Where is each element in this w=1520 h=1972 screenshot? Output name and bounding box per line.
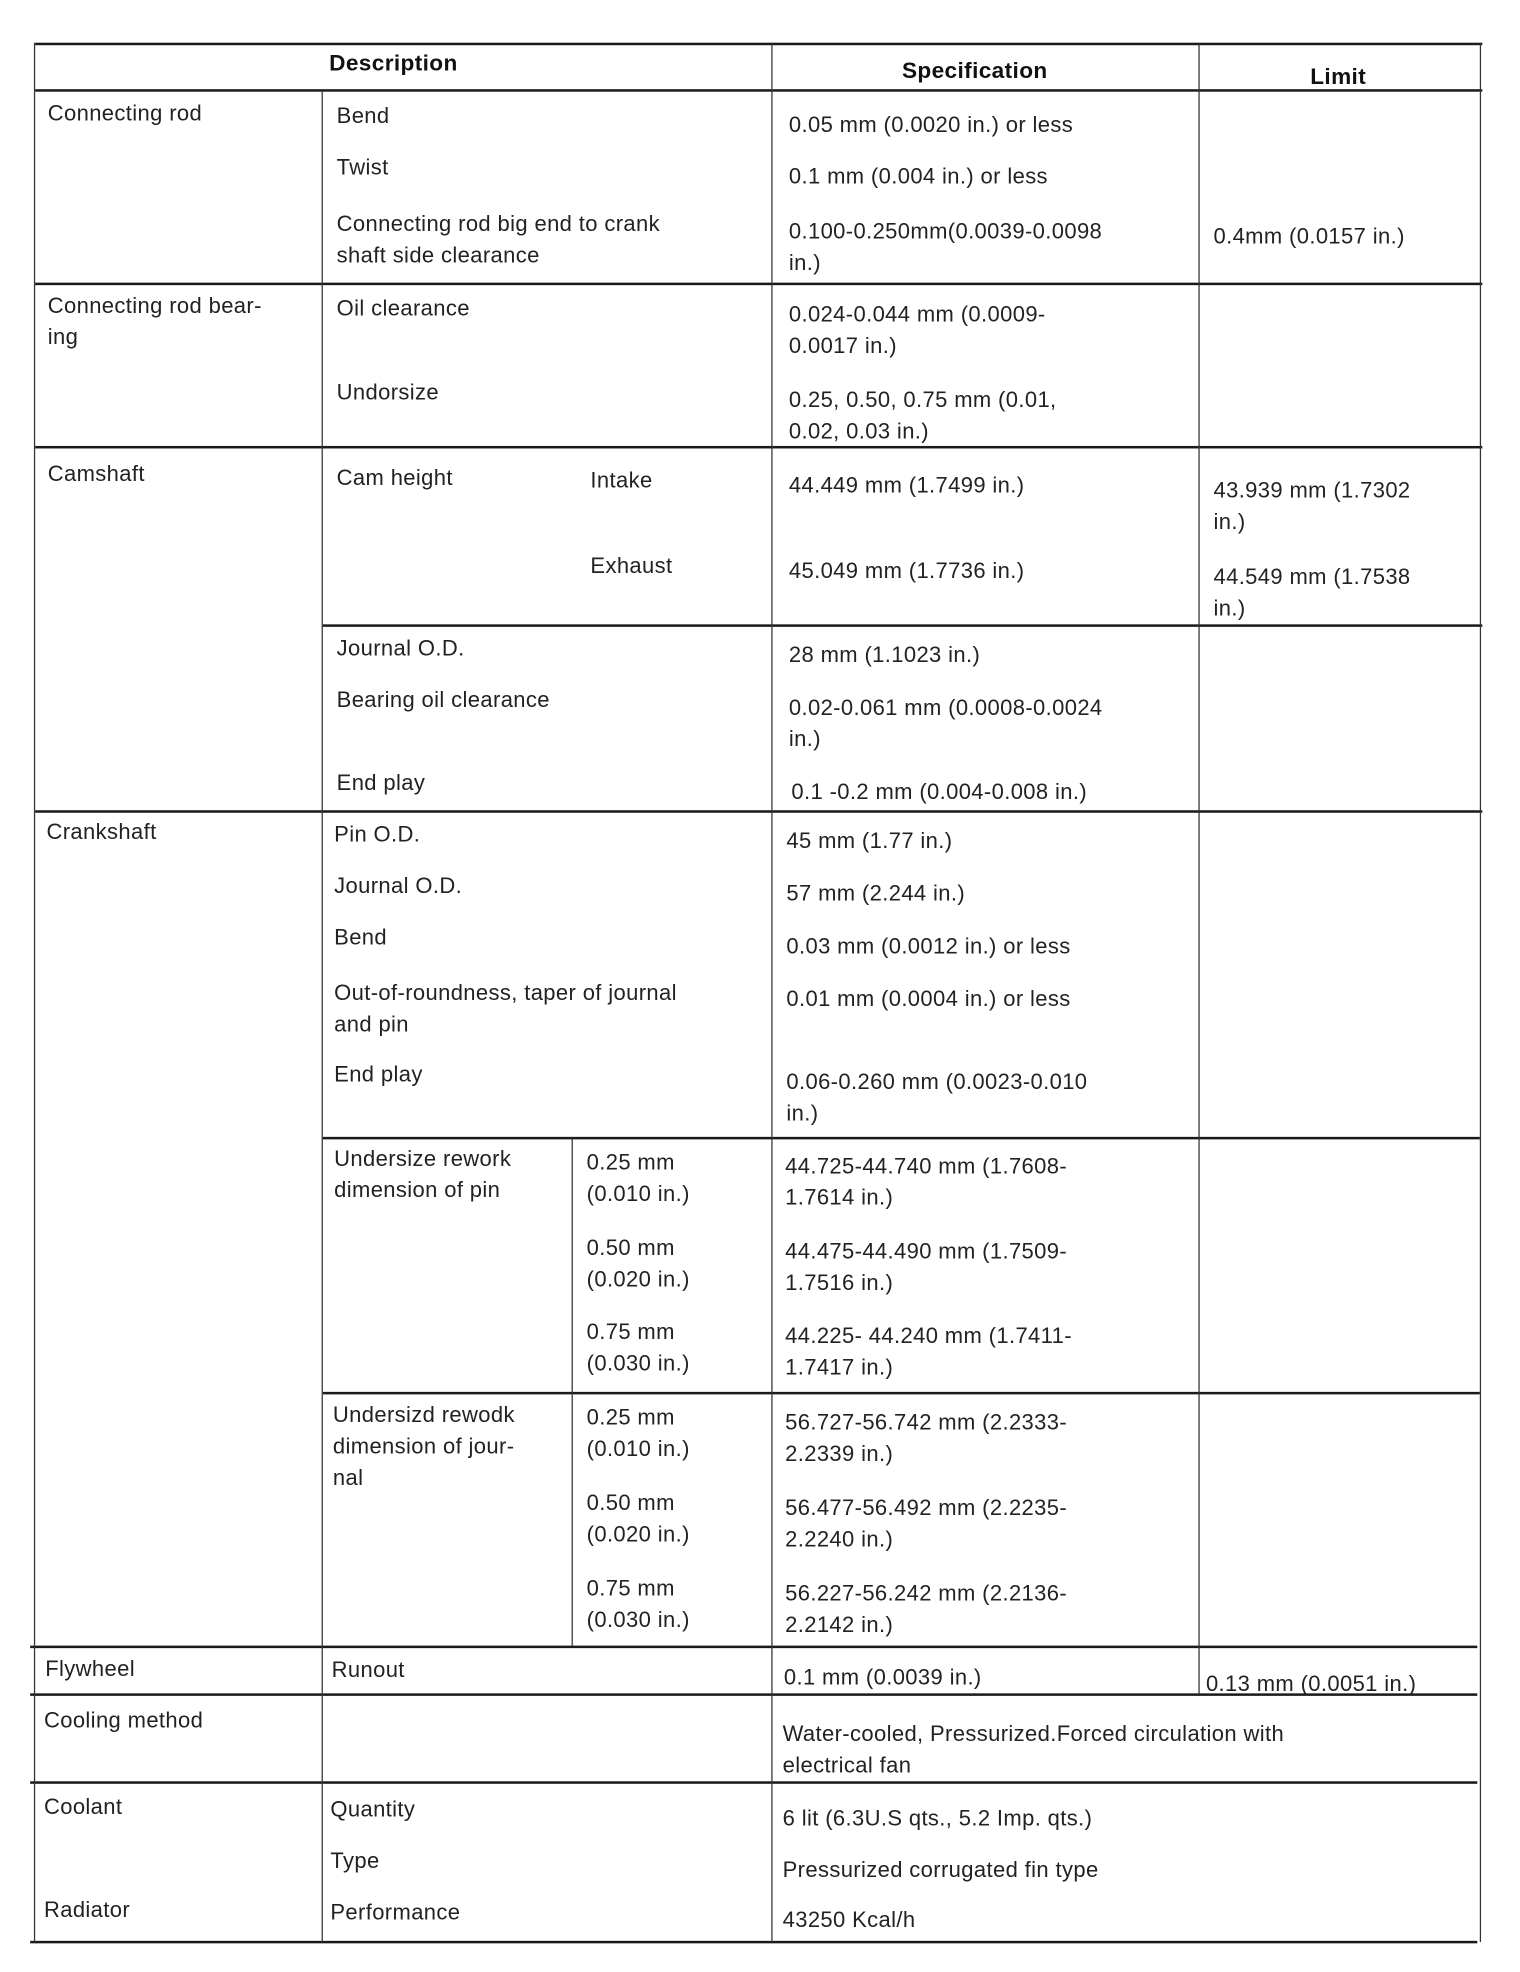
component-label: Coolant <box>43 1793 123 1819</box>
limit-value: 0.13 mm (0.0051 in.) <box>1205 1670 1417 1696</box>
sub-item-label: 0.75 mm (0.030 in.) <box>586 1575 690 1632</box>
item-label: Bend <box>336 103 390 129</box>
spec-value: 45.049 mm (1.7736 in.) <box>788 557 1025 583</box>
header-specification: Specification <box>901 57 1048 83</box>
row-divider <box>322 1391 1480 1394</box>
item-label: Connecting rod big end to crank shaft si… <box>336 211 660 268</box>
spec-value: 44.225- 44.240 mm (1.7411- 1.7417 in.) <box>785 1322 1072 1380</box>
component-label: Connecting rod bear- ing <box>47 292 262 350</box>
item-label: Journal O.D. <box>334 873 463 899</box>
item-label: Undorsize <box>336 379 440 405</box>
spec-value: 0.03 mm (0.0012 in.) or less <box>786 933 1071 959</box>
table-border-left <box>33 42 36 1943</box>
table-border-right <box>1479 42 1482 1943</box>
item-label: Type <box>330 1847 380 1873</box>
header-description: Description <box>329 50 458 76</box>
limit-value: 43.939 mm (1.7302 in.) <box>1213 477 1411 534</box>
sub-item-label: 0.75 mm (0.030 in.) <box>586 1319 690 1376</box>
spec-value: 0.1 -0.2 mm (0.004-0.008 in.) <box>791 778 1088 804</box>
row-divider <box>30 1693 1478 1696</box>
spec-value: 45 mm (1.77 in.) <box>786 827 953 853</box>
header-limit: Limit <box>1310 64 1367 90</box>
spec-value: 0.1 mm (0.004 in.) or less <box>788 163 1048 189</box>
table-border-bottom <box>30 1940 1478 1943</box>
row-divider <box>30 1781 1478 1784</box>
item-label: End play <box>334 1061 423 1087</box>
sub-item-label: Exhaust <box>590 552 673 578</box>
row-divider <box>35 810 1483 813</box>
spec-value: 0.024-0.044 mm (0.0009- 0.0017 in.) <box>788 301 1046 359</box>
limit-value: 44.549 mm (1.7538 in.) <box>1213 564 1411 621</box>
spec-value: 56.477-56.492 mm (2.2235- 2.2240 in.) <box>785 1494 1068 1552</box>
item-label: Cam height <box>336 464 453 490</box>
spec-value: 0.05 mm (0.0020 in.) or less <box>788 111 1074 137</box>
spec-value: 44.475-44.490 mm (1.7509- 1.7516 in.) <box>785 1238 1068 1296</box>
row-divider <box>30 1645 1478 1648</box>
header-divider <box>35 89 1483 92</box>
column-divider <box>571 1136 574 1646</box>
sub-item-label: Intake <box>590 467 653 493</box>
item-label: Journal O.D. <box>336 635 465 661</box>
spec-value: 0.100-0.250mm(0.0039-0.0098 in.) <box>788 218 1103 276</box>
limit-value: 0.4mm (0.0157 in.) <box>1213 223 1405 249</box>
spec-value: 0.02-0.061 mm (0.0008-0.0024 in.) <box>788 694 1103 752</box>
spec-value: 0.06-0.260 mm (0.0023-0.010 in.) <box>786 1069 1088 1126</box>
spec-value: Pressurized corrugated fin type <box>782 1856 1099 1882</box>
column-divider <box>1198 42 1200 1694</box>
item-label: End play <box>336 770 426 796</box>
item-label: Performance <box>330 1899 461 1925</box>
column-divider <box>771 42 773 1943</box>
spec-value: 6 lit (6.3U.S qts., 5.2 Imp. qts.) <box>782 1805 1093 1831</box>
component-label: Radiator <box>43 1896 131 1922</box>
component-label: Connecting rod <box>47 100 203 126</box>
spec-value: 0.01 mm (0.0004 in.) or less <box>786 986 1071 1012</box>
sub-item-label: 0.25 mm (0.010 in.) <box>586 1404 690 1461</box>
row-divider <box>322 624 1483 627</box>
spec-value: 44.725-44.740 mm (1.7608- 1.7614 in.) <box>785 1153 1068 1210</box>
spec-value: 56.727-56.742 mm (2.2333- 2.2339 in.) <box>785 1409 1068 1466</box>
row-divider <box>35 445 1483 448</box>
component-label: Cooling method <box>43 1707 204 1733</box>
spec-value: 44.449 mm (1.7499 in.) <box>788 472 1025 498</box>
component-label: Flywheel <box>45 1655 135 1681</box>
spec-value: 28 mm (1.1023 in.) <box>788 641 981 668</box>
column-divider <box>321 89 324 1943</box>
item-label: Runout <box>331 1656 405 1683</box>
sub-item-label: 0.50 mm (0.020 in.) <box>586 1489 690 1547</box>
sub-item-label: 0.25 mm (0.010 in.) <box>586 1149 690 1206</box>
item-label: Oil clearance <box>336 295 470 321</box>
item-label: Bearing oil clearance <box>336 687 550 713</box>
spec-value: Water-cooled, Pressurized.Forced circula… <box>782 1720 1285 1778</box>
item-label: Bend <box>334 924 388 950</box>
item-label: Pin O.D. <box>334 821 421 847</box>
row-divider <box>35 282 1483 285</box>
spec-value: 43250 Kcal/h <box>782 1906 916 1933</box>
spec-value: 56.227-56.242 mm (2.2136- 2.2142 in.) <box>785 1580 1068 1637</box>
item-label: Undersize rework dimension of pin <box>334 1145 512 1203</box>
item-label: Undersizd rewodk dimension of jour- nal <box>332 1401 515 1490</box>
component-label: Camshaft <box>47 461 145 487</box>
spec-value: 0.25, 0.50, 0.75 mm (0.01, 0.02, 0.03 in… <box>788 386 1057 444</box>
item-label: Twist <box>336 154 389 180</box>
table-border-top <box>35 42 1483 45</box>
component-label: Crankshaft <box>46 819 157 845</box>
row-divider <box>322 1136 1480 1139</box>
sub-item-label: 0.50 mm (0.020 in.) <box>586 1234 690 1292</box>
item-label: Out-of-roundness, taper of journal and p… <box>334 979 677 1037</box>
spec-value: 0.1 mm (0.0039 in.) <box>783 1664 982 1690</box>
item-label: Quantity <box>330 1796 416 1822</box>
spec-value: 57 mm (2.244 in.) <box>786 880 966 906</box>
